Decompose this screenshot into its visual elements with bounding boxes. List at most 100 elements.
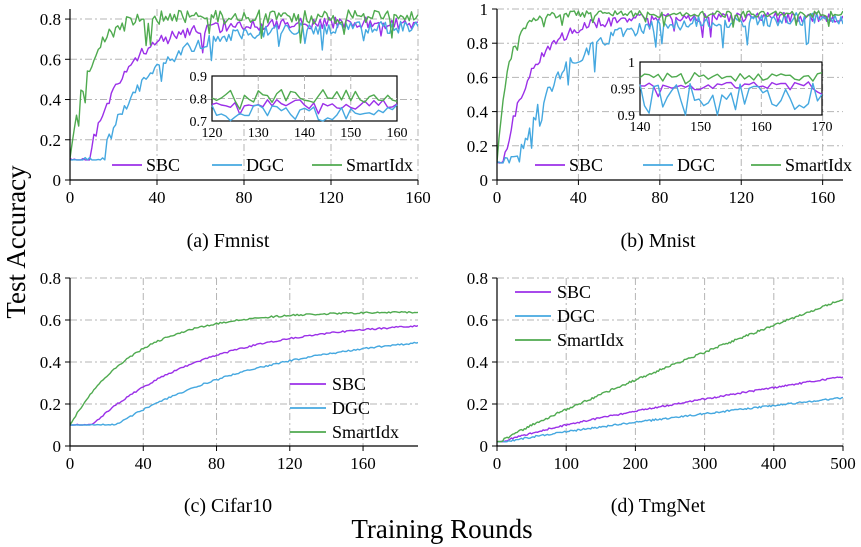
x-tick-label: 100 (553, 454, 579, 473)
y-tick-label: 0.2 (467, 137, 488, 156)
chart-panel-c: 0 40 80 120 160 0 0.2 0.4 0.6 0.8 SBC DGC SmartIdx (c… (40, 269, 418, 517)
legend-label-smartidx: SmartIdx (332, 422, 399, 442)
series-line-sbc (70, 324, 418, 426)
legend-label-smartidx: SmartIdx (557, 330, 624, 350)
inset-x-tick-label: 160 (751, 120, 772, 135)
legend-c: SBC DGC SmartIdx (290, 374, 399, 442)
inset-x-tick-label: 160 (387, 126, 408, 141)
legend-label-dgc: DGC (332, 398, 370, 418)
inset-y-tick-label: 0.7 (190, 115, 208, 130)
x-tick-label: 0 (493, 454, 502, 473)
y-tick-label: 0 (53, 171, 62, 190)
inset-series-line-sbc (211, 99, 398, 115)
x-tick-label: 80 (208, 454, 225, 473)
panel-caption: (d) TmgNet (611, 495, 706, 517)
inset-a: 120 130 140 150 160 0.7 0.8 0.9 (190, 70, 408, 141)
y-tick-label: 0.8 (467, 269, 488, 288)
legend-label-dgc: DGC (557, 306, 595, 326)
y-tick-label: 1 (480, 0, 489, 19)
inset-series-line-smartidx (211, 89, 398, 110)
inset-b: 140 150 160 170 0.9 0.95 1 (611, 56, 833, 135)
x-tick-label: 0 (493, 188, 502, 207)
y-tick-label: 0.4 (40, 353, 62, 372)
y-tick-label: 0.4 (467, 103, 489, 122)
y-tick-label: 0.8 (467, 34, 488, 53)
chart-panel-a: 0 40 80 120 160 0 0.2 0.4 0.6 0.8 120 130 140 150 160 0… (40, 9, 431, 252)
x-tick-label: 120 (728, 188, 754, 207)
y-tick-label: 0.6 (467, 68, 488, 87)
legend-a: SBC DGC SmartIdx (112, 155, 413, 175)
inset-y-tick-label: 0.9 (190, 70, 208, 85)
x-tick-label: 0 (66, 454, 75, 473)
y-tick-label: 0 (480, 437, 489, 456)
y-tick-label: 0.2 (40, 131, 61, 150)
series-line-smartidx (70, 311, 418, 426)
y-tick-label: 0.6 (40, 311, 61, 330)
x-tick-label: 40 (570, 188, 587, 207)
series-line-dgc (70, 341, 418, 426)
inset-x-tick-label: 140 (294, 126, 315, 141)
y-tick-label: 0 (480, 171, 489, 190)
legend-label-sbc: SBC (569, 155, 603, 175)
y-tick-label: 0.8 (40, 269, 61, 288)
inset-x-tick-label: 120 (202, 126, 223, 141)
series-line-smartidx (497, 299, 843, 443)
series-line-dgc (70, 20, 418, 161)
inset-y-tick-label: 1 (628, 56, 635, 71)
y-axis-title: Test Accuracy (1, 165, 31, 319)
inset-x-tick-label: 140 (630, 120, 651, 135)
legend-label-dgc: DGC (246, 155, 284, 175)
inset-series-line-sbc (639, 81, 823, 98)
x-tick-label: 0 (66, 188, 75, 207)
inset-series-line-smartidx (639, 72, 823, 85)
series-line-smartidx (70, 9, 418, 159)
series-line-sbc (497, 376, 843, 443)
x-tick-label: 160 (405, 188, 431, 207)
inset-y-tick-label: 0.9 (618, 109, 636, 124)
inset-series-line-dgc (639, 82, 823, 116)
legend-label-sbc: SBC (146, 155, 180, 175)
x-tick-label: 80 (236, 188, 253, 207)
chart-panel-d: 0 100 200 300 400 500 0 0.2 0.4 0.6 0.8 SBC DGC Smart… (467, 269, 856, 517)
x-tick-label: 300 (692, 454, 718, 473)
x-axis-title: Training Rounds (351, 514, 532, 544)
legend-label-sbc: SBC (332, 374, 366, 394)
panel-caption: (c) Cifar10 (184, 495, 272, 517)
x-tick-label: 40 (135, 454, 152, 473)
series-line-dgc (497, 396, 843, 443)
inset-x-tick-label: 150 (690, 120, 711, 135)
x-tick-label: 200 (623, 454, 649, 473)
y-tick-label: 0.8 (40, 10, 61, 29)
x-tick-label: 160 (350, 454, 376, 473)
legend-label-smartidx: SmartIdx (346, 155, 413, 175)
x-tick-label: 120 (318, 188, 344, 207)
x-tick-label: 500 (830, 454, 856, 473)
series-line-dgc (497, 12, 843, 164)
inset-x-tick-label: 130 (248, 126, 269, 141)
y-tick-label: 0.2 (467, 395, 488, 414)
x-tick-label: 400 (761, 454, 787, 473)
chart-panel-b: 0 40 80 120 160 0 0.2 0.4 0.6 0.8 1 140 150 160 170 0.9… (467, 0, 852, 252)
y-tick-label: 0.6 (40, 50, 61, 69)
x-tick-label: 160 (810, 188, 836, 207)
panel-caption: (b) Mnist (621, 230, 696, 252)
legend-label-dgc: DGC (677, 155, 715, 175)
inset-series-line-dgc (211, 104, 398, 122)
legend-d: SBC DGC SmartIdx (515, 282, 624, 350)
legend-b: SBC DGC SmartIdx (535, 155, 852, 175)
y-tick-label: 0.2 (40, 395, 61, 414)
x-tick-label: 80 (651, 188, 668, 207)
panel-caption: (a) Fmnist (187, 230, 270, 252)
y-tick-label: 0.6 (467, 311, 488, 330)
x-tick-label: 120 (277, 454, 303, 473)
x-tick-label: 40 (149, 188, 166, 207)
legend-label-sbc: SBC (557, 282, 591, 302)
inset-x-tick-label: 170 (812, 120, 833, 135)
inset-y-tick-label: 0.95 (611, 83, 636, 98)
y-tick-label: 0.4 (40, 91, 62, 110)
y-tick-label: 0.4 (467, 353, 489, 372)
inset-x-tick-label: 150 (340, 126, 361, 141)
inset-y-tick-label: 0.8 (190, 93, 208, 108)
y-tick-label: 0 (53, 437, 62, 456)
